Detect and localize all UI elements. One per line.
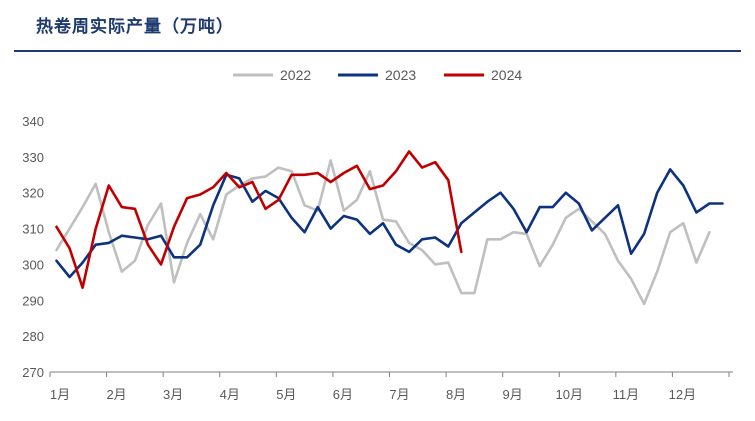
- legend-label-2022: 2022: [280, 67, 311, 83]
- x-tick-label: 1月: [50, 387, 70, 402]
- series-line-2024: [55, 150, 463, 290]
- y-tick-label: 330: [22, 150, 44, 165]
- y-tick-label: 290: [22, 293, 44, 308]
- series-line-2022: [55, 159, 711, 306]
- x-tick-label: 3月: [163, 387, 183, 402]
- x-tick-label: 2月: [106, 387, 126, 402]
- x-axis: 1月 2月 3月 4月 5月 6月 7月 8月 9月 10月 11月 12月: [49, 371, 733, 402]
- y-tick-label: 310: [22, 222, 44, 237]
- x-tick-label: 11月: [613, 387, 640, 402]
- x-tick-label: 8月: [446, 387, 466, 402]
- y-tick-label: 320: [22, 186, 44, 201]
- title-underline: [14, 50, 741, 52]
- legend-label-2024: 2024: [491, 67, 522, 83]
- y-axis: 270 280 290 300 310 320 330 340: [22, 114, 44, 380]
- y-tick-label: 280: [22, 329, 44, 344]
- x-tick-label: 7月: [389, 387, 409, 402]
- y-tick-label: 340: [22, 114, 44, 129]
- x-tick-label: 4月: [220, 387, 240, 402]
- y-tick-label: 300: [22, 257, 44, 272]
- x-tick-label: 12月: [669, 387, 696, 402]
- y-tick-label: 270: [22, 365, 44, 380]
- series-line-2023: [55, 168, 724, 279]
- x-tick-label: 9月: [503, 387, 523, 402]
- legend-label-2023: 2023: [385, 67, 416, 83]
- series-lines: [55, 150, 724, 306]
- x-tick-label: 6月: [333, 387, 353, 402]
- x-tick-label: 5月: [276, 387, 296, 402]
- legend: 2022 2023 2024: [233, 67, 522, 83]
- x-tick-label: 10月: [556, 387, 583, 402]
- chart-title: 热卷周实际产量（万吨）: [36, 17, 234, 37]
